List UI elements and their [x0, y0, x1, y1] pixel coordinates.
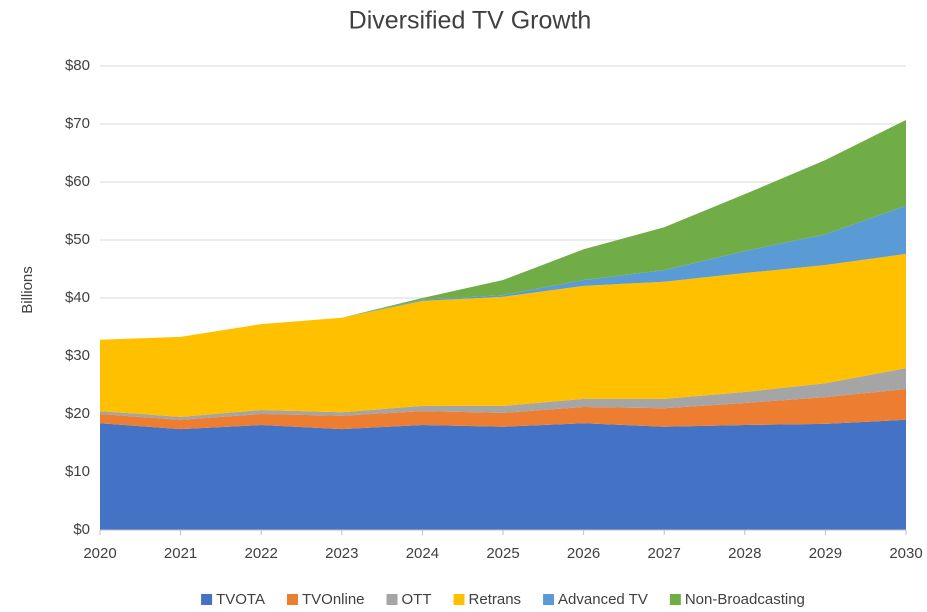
legend-label: Non-Broadcasting [685, 591, 805, 608]
area [100, 368, 906, 420]
chart-title: Diversified TV Growth [349, 7, 592, 35]
x-tick-label: 2021 [164, 545, 197, 562]
legend-label: TVOTA [216, 591, 265, 608]
x-tick-label: 2022 [245, 545, 278, 562]
legend-label: OTT [402, 591, 432, 608]
legend-swatch [201, 594, 213, 605]
x-tick-label: 2020 [83, 545, 116, 562]
legend-swatch [669, 594, 681, 605]
x-tick-label: 2023 [325, 545, 358, 562]
y-tick-label: $0 [73, 521, 90, 538]
y-tick-label: $10 [65, 463, 90, 480]
legend-swatch [543, 594, 555, 605]
x-tick-label: 2029 [809, 545, 842, 562]
legend-label: Retrans [469, 591, 522, 608]
y-tick-label: $60 [65, 173, 90, 190]
area [100, 253, 906, 417]
legend-swatch [286, 594, 298, 605]
x-tick-label: 2027 [648, 545, 681, 562]
y-tick-label: $80 [65, 57, 90, 74]
area [100, 389, 906, 430]
x-tick-label: 2030 [889, 545, 922, 562]
legend-swatch [386, 594, 398, 605]
area [100, 205, 906, 340]
x-tick-label: 2026 [567, 545, 600, 562]
y-axis-label: Billions [19, 266, 36, 314]
x-tick-label: 2024 [406, 545, 439, 562]
legend: TVOTA TVOnline OTT Retrans Advanced TV Non-Br… [201, 591, 805, 608]
legend-label: TVOnline [302, 591, 365, 608]
x-tick-label: 2025 [486, 545, 519, 562]
y-tick-label: $30 [65, 347, 90, 364]
x-tick-label: 2028 [728, 545, 761, 562]
area [100, 119, 906, 340]
area [100, 419, 906, 530]
y-tick-label: $70 [65, 115, 90, 132]
legend-label: Advanced TV [558, 591, 648, 608]
y-tick-label: $40 [65, 289, 90, 306]
y-tick-label: $50 [65, 231, 90, 248]
legend-swatch [453, 594, 465, 605]
y-tick-label: $20 [65, 405, 90, 422]
